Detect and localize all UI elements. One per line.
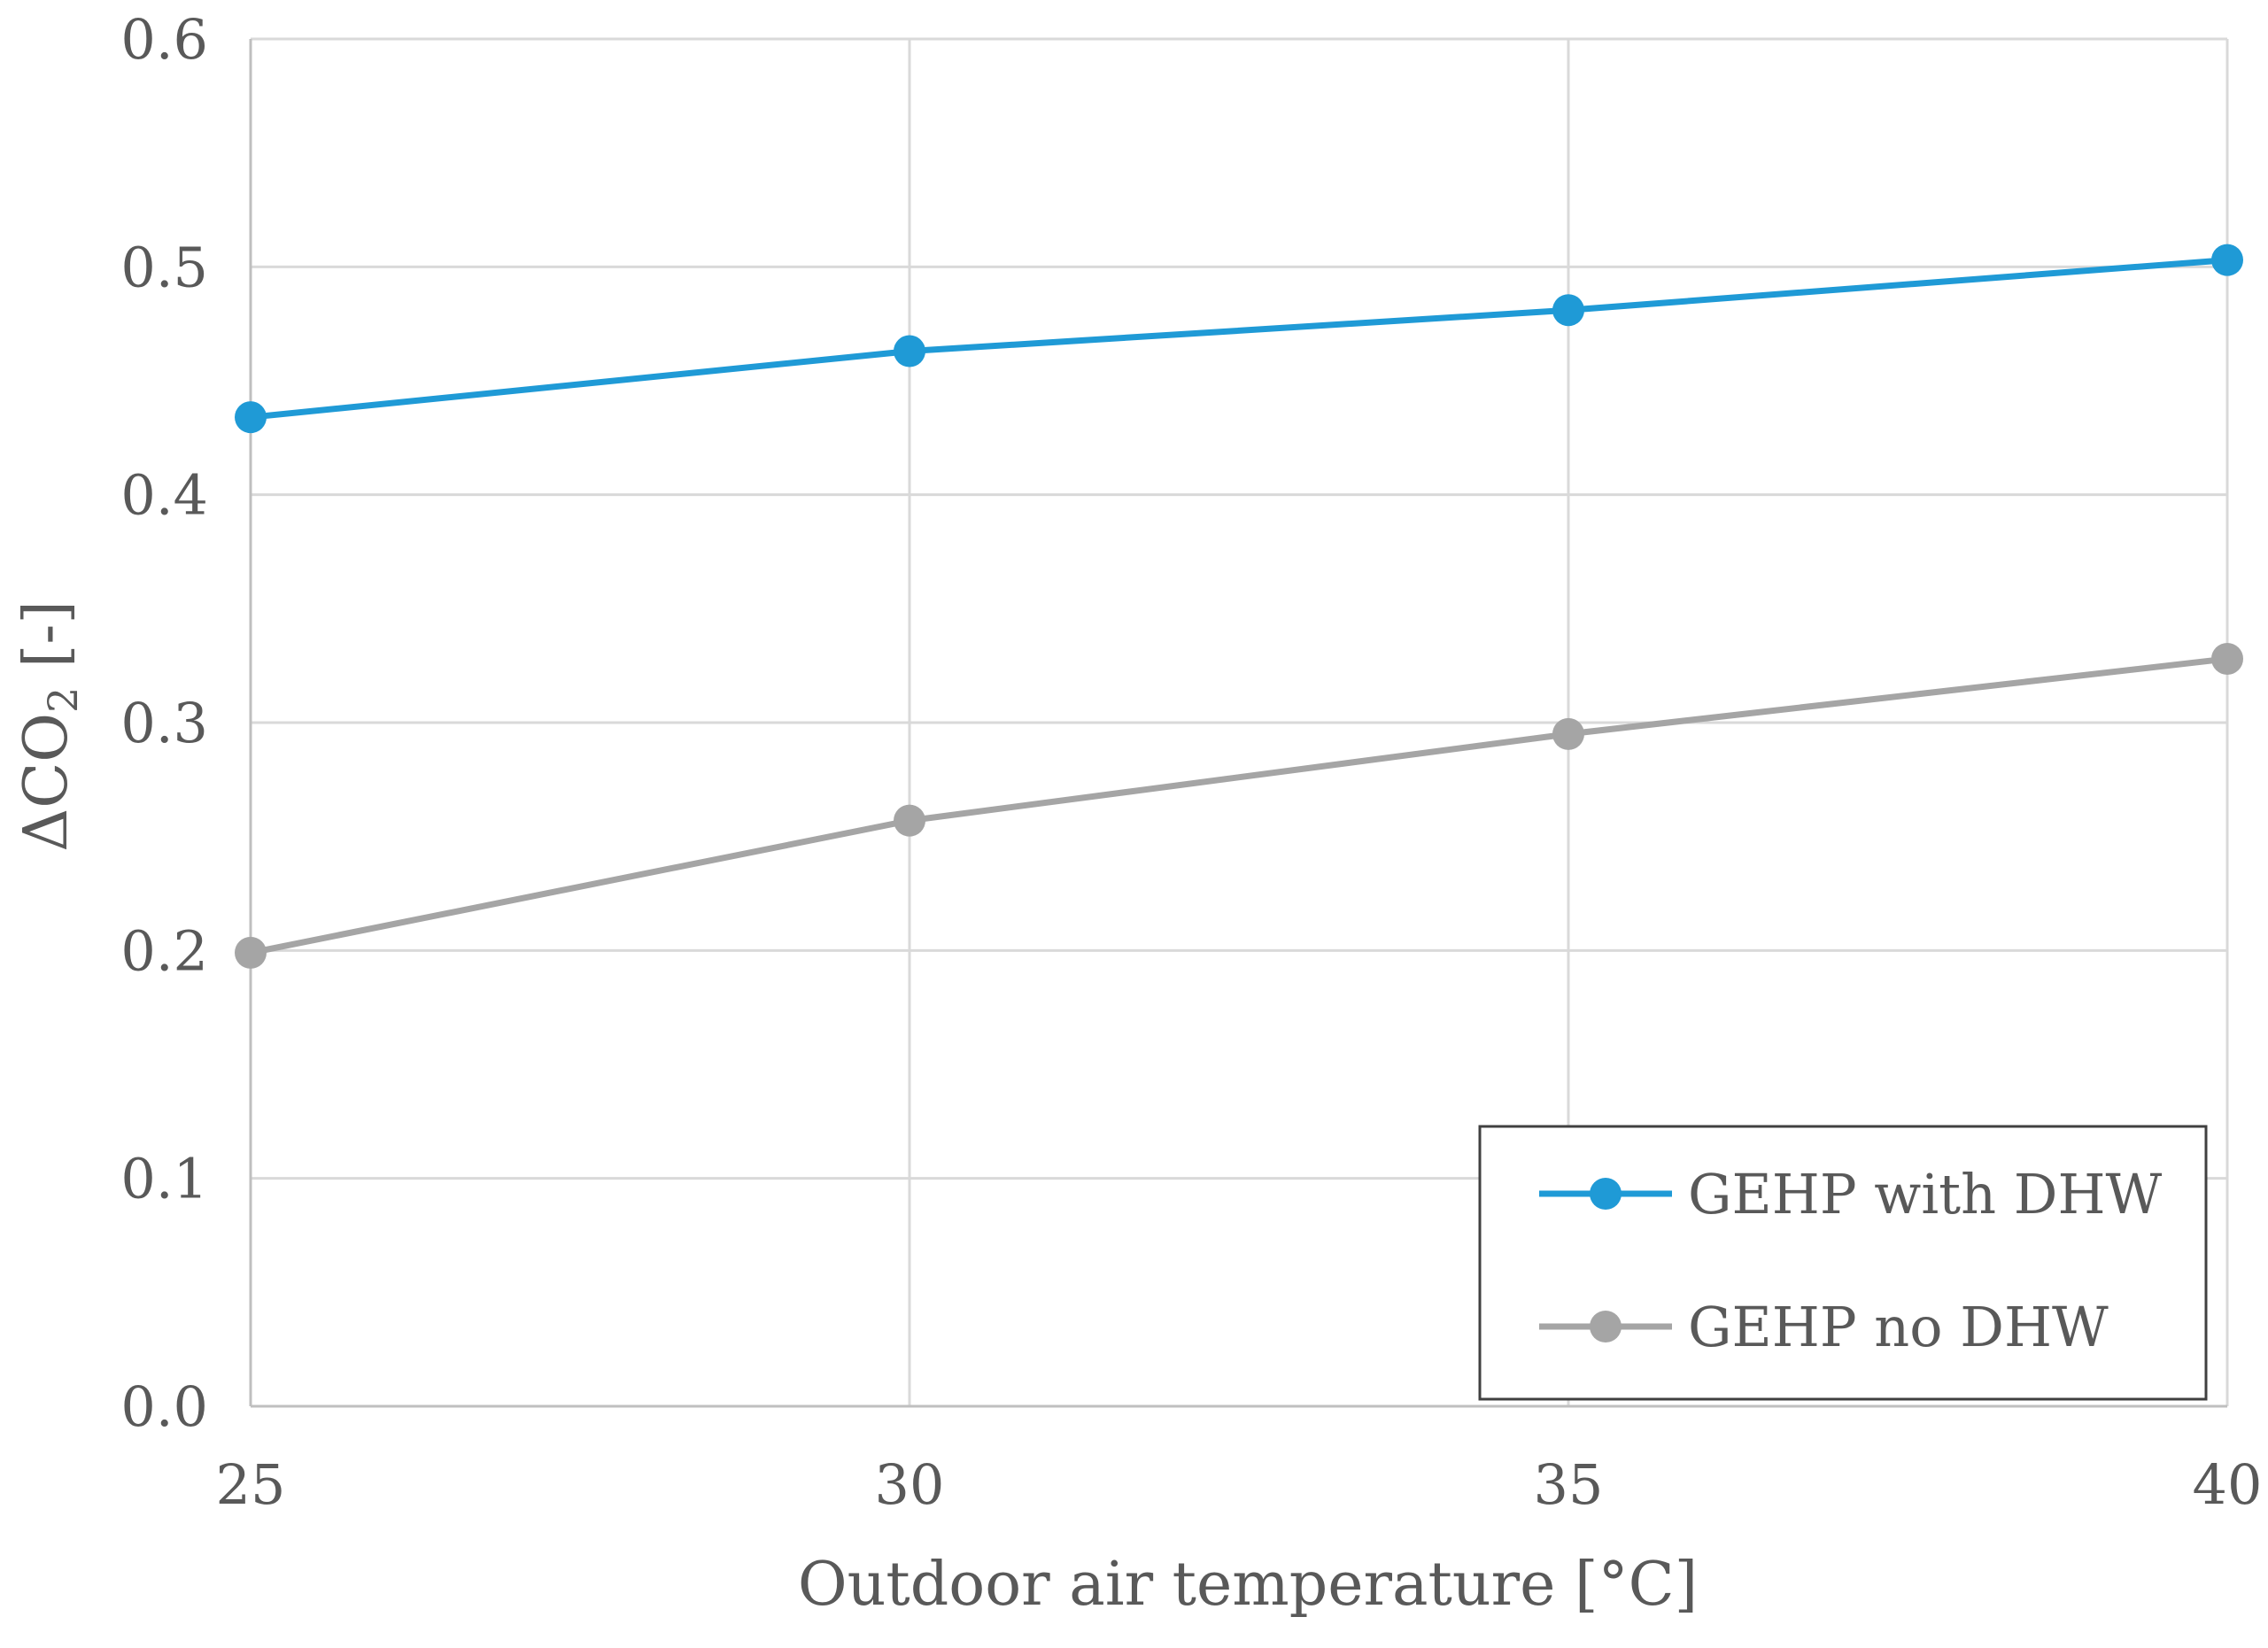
y-tick-label: 0.6	[120, 7, 208, 72]
data-point	[235, 401, 267, 434]
y-tick-label: 0.5	[120, 235, 208, 299]
x-axis-title: Outdoor air temperature [°C]	[798, 1550, 1698, 1620]
data-point	[1552, 717, 1584, 750]
legend-marker-2	[1590, 1311, 1622, 1342]
y-axis-title: ΔCO2 [-]	[12, 600, 87, 852]
y-axis-title-subscript: 2	[39, 687, 87, 713]
legend-label-1: GEHP with DHW	[1688, 1162, 2163, 1226]
x-tick-label: 35	[1534, 1452, 1604, 1517]
series-layer	[235, 244, 2243, 969]
legend: GEHP with DHW GEHP no DHW	[1478, 1125, 2208, 1401]
y-axis-title-prefix: ΔCO	[12, 713, 81, 852]
x-tick-label: 25	[216, 1452, 286, 1517]
y-axis-title-suffix: [-]	[12, 600, 81, 687]
data-point	[894, 335, 925, 368]
series-line-1	[250, 257, 2228, 421]
data-point	[2211, 244, 2243, 276]
axes	[249, 39, 2227, 1408]
data-point	[1552, 294, 1584, 327]
y-tick-label: 0.1	[120, 1147, 208, 1211]
y-tick-label: 0.3	[120, 691, 208, 755]
y-tick-label: 0.4	[120, 463, 208, 528]
grid-lines	[251, 37, 2229, 1406]
data-point	[235, 936, 267, 969]
legend-label-2: GEHP no DHW	[1688, 1295, 2109, 1359]
y-tick-label: 0.2	[120, 918, 208, 983]
tick-labels: 0.0 0.1 0.2 0.3 0.4 0.5 0.6 25 30 35 40	[120, 7, 2262, 1517]
y-tick-label: 0.0	[120, 1374, 208, 1439]
series-line-2	[250, 655, 2228, 956]
x-tick-label: 30	[875, 1452, 945, 1517]
legend-box	[1478, 1125, 2208, 1401]
data-point	[894, 804, 925, 837]
legend-marker-1	[1590, 1178, 1622, 1210]
data-point	[2211, 642, 2243, 675]
x-tick-label: 40	[2193, 1452, 2263, 1517]
